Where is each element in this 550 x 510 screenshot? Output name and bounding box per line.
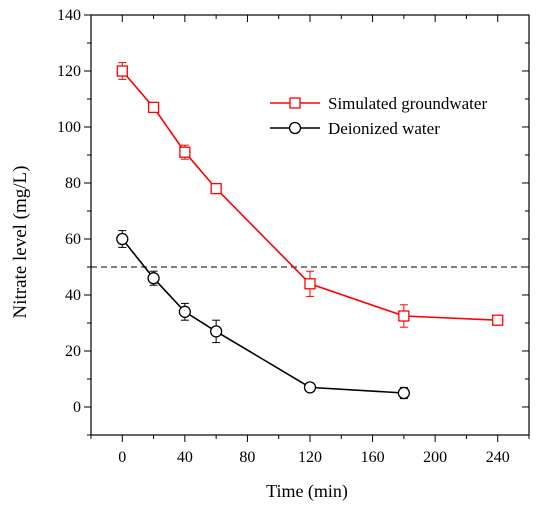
series-1	[116, 62, 504, 328]
legend-label: Deionized water	[328, 119, 440, 138]
y-tick-label: 120	[57, 63, 81, 80]
legend-label: Simulated groundwater	[328, 94, 487, 113]
data-point	[210, 182, 222, 195]
series-line	[121, 238, 404, 394]
y-tick-label: 80	[65, 175, 81, 192]
x-axis-label: Time (min)	[266, 481, 348, 502]
x-tick-label: 40	[177, 449, 193, 466]
y-axis-label: Nitrate level (mg/L)	[10, 166, 31, 319]
data-point	[209, 325, 223, 338]
data-point	[179, 146, 191, 158]
data-point	[116, 232, 129, 246]
axes: 0 40 80 120 160 200 240 0 20 40 60 80 100 120 140	[57, 7, 530, 466]
data-point	[398, 310, 410, 322]
legend-marker	[289, 97, 301, 109]
data-point	[303, 381, 317, 394]
y-tick-label: 60	[65, 231, 81, 248]
data-point	[116, 65, 128, 77]
data-point	[492, 314, 504, 326]
y-tick-label: 0	[73, 399, 81, 416]
y-tick-label: 20	[65, 343, 81, 360]
y-tick-label: 100	[57, 119, 81, 136]
y-tick-label: 140	[57, 7, 81, 24]
legend-entry: Simulated groundwater	[270, 94, 487, 113]
x-tick-label: 0	[118, 449, 126, 466]
legend: Simulated groundwater Deionized water	[270, 94, 487, 138]
x-tick-label: 240	[486, 449, 510, 466]
data-point	[147, 272, 160, 285]
x-tick-label: 200	[423, 449, 447, 466]
legend-entry: Deionized water	[270, 119, 440, 138]
data-point	[147, 101, 160, 114]
y-tick-label: 40	[65, 287, 81, 304]
data-point	[178, 305, 192, 318]
data-point	[397, 386, 411, 400]
data-point	[304, 278, 316, 290]
series-2	[116, 230, 411, 400]
series-layer	[116, 62, 504, 400]
x-tick-label: 120	[298, 449, 322, 466]
x-tick-label: 80	[239, 449, 255, 466]
legend-marker	[288, 121, 302, 135]
x-tick-label: 160	[361, 449, 385, 466]
